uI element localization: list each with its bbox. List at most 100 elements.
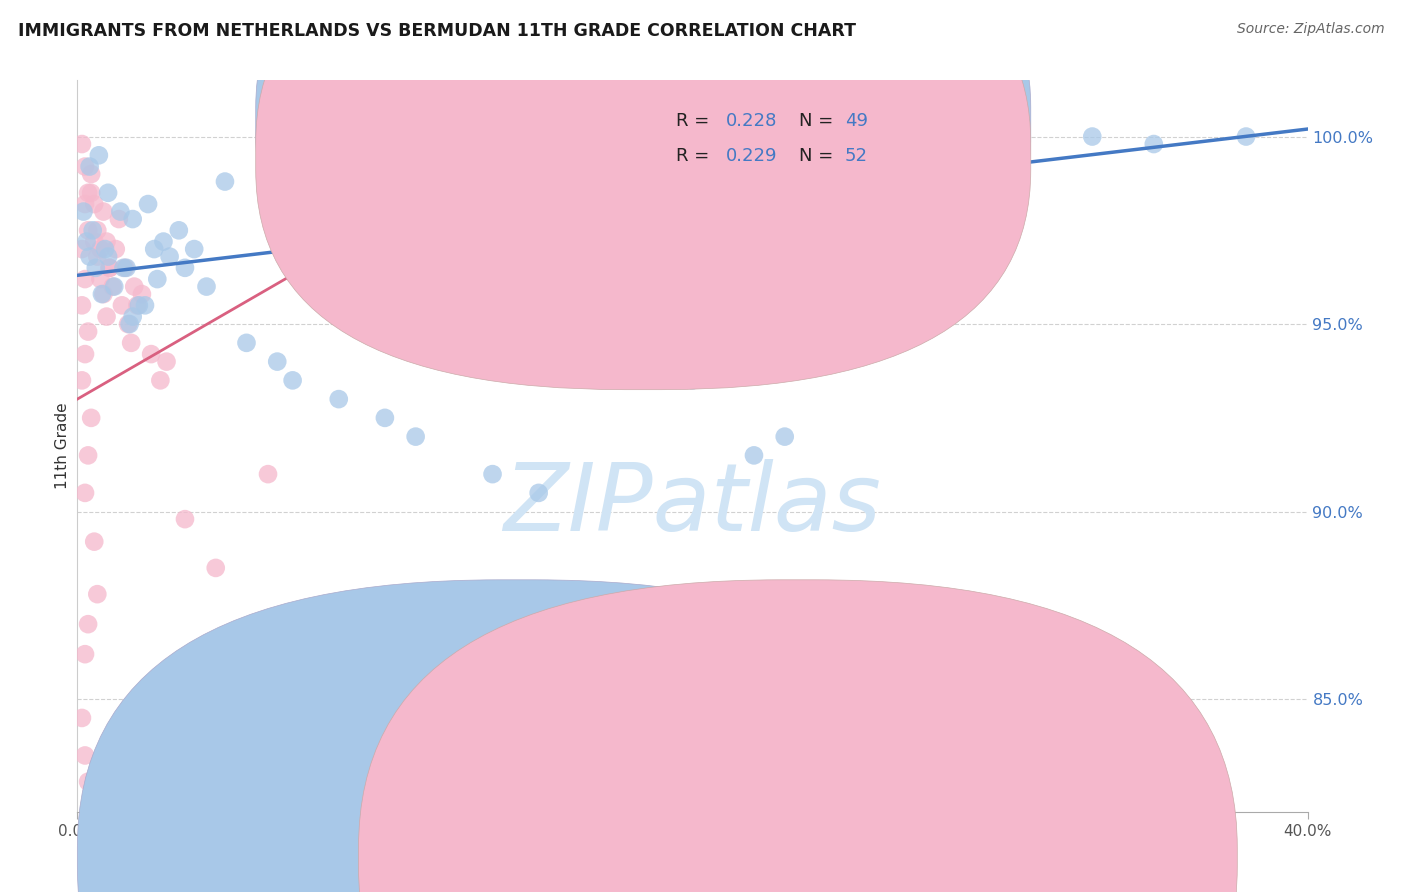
Point (70, 136, 93, 151)
Point (742, 449, 765, 463)
Point (101, 279, 124, 293)
Point (374, 410, 396, 425)
Point (527, 486, 550, 500)
Point (219, 673, 242, 688)
Point (214, 175, 236, 189)
Point (117, 317, 139, 331)
Point (651, 711, 673, 725)
Point (159, 250, 181, 264)
Point (79, 160, 101, 174)
Point (73, 160, 96, 174)
Text: R =: R = (676, 147, 716, 165)
Text: 52: 52 (845, 147, 868, 165)
Point (80, 167, 103, 181)
Point (73, 272, 96, 286)
Point (328, 392, 350, 406)
Point (174, 260, 197, 275)
Point (281, 373, 304, 387)
FancyBboxPatch shape (606, 95, 950, 183)
Point (86, 587, 108, 601)
Point (80, 410, 103, 425)
Point (118, 317, 141, 331)
Point (204, 561, 226, 575)
Point (183, 242, 205, 256)
Point (1081, 129, 1104, 144)
Point (174, 512, 197, 526)
Point (73, 486, 96, 500)
Text: N =: N = (800, 112, 839, 130)
Point (73, 347, 96, 361)
Point (97, 250, 120, 264)
Point (72, 204, 94, 219)
Point (80, 186, 103, 200)
Point (120, 335, 142, 350)
Point (77, 617, 100, 632)
Point (77, 325, 100, 339)
Point (96, 235, 118, 249)
Point (266, 354, 288, 368)
Point (104, 242, 127, 256)
Point (149, 373, 172, 387)
FancyBboxPatch shape (256, 0, 1031, 390)
Point (83, 197, 105, 211)
Point (897, 317, 920, 331)
Point (121, 212, 143, 227)
Text: 0.229: 0.229 (725, 147, 778, 165)
Point (83, 235, 105, 249)
Point (70, 373, 93, 387)
Point (141, 347, 163, 361)
Point (235, 335, 257, 350)
Point (152, 235, 174, 249)
Point (167, 223, 190, 237)
Point (988, 129, 1011, 144)
Point (114, 260, 136, 275)
FancyBboxPatch shape (256, 0, 1031, 355)
Point (77, 223, 100, 237)
Text: Immigrants from Netherlands: Immigrants from Netherlands (538, 850, 765, 864)
Point (97, 186, 120, 200)
Point (93, 204, 115, 219)
Point (136, 197, 159, 211)
Text: Source: ZipAtlas.com: Source: ZipAtlas.com (1237, 22, 1385, 37)
Point (127, 298, 149, 312)
Point (773, 429, 796, 443)
Point (94, 242, 117, 256)
Point (82, 223, 104, 237)
Point (835, 129, 858, 144)
Text: 49: 49 (845, 112, 868, 130)
Point (143, 242, 166, 256)
Text: 0.228: 0.228 (725, 112, 778, 130)
Point (77, 186, 100, 200)
Point (405, 429, 427, 443)
Point (98, 260, 121, 275)
Point (589, 692, 612, 706)
Point (1143, 136, 1166, 151)
Point (110, 204, 132, 219)
Point (83, 534, 105, 549)
Point (73, 197, 96, 211)
Y-axis label: 11th Grade: 11th Grade (55, 402, 70, 490)
Point (112, 260, 135, 275)
Point (96, 310, 118, 324)
Point (89, 272, 111, 286)
Point (481, 467, 503, 482)
Point (98, 260, 121, 275)
Point (128, 298, 150, 312)
Point (111, 298, 134, 312)
Point (93, 287, 115, 301)
Point (146, 272, 169, 286)
Point (89, 242, 111, 256)
Point (134, 298, 156, 312)
Text: R =: R = (676, 112, 716, 130)
Point (70, 242, 93, 256)
Text: Bermudans: Bermudans (820, 850, 907, 864)
Point (682, 373, 704, 387)
Point (73, 748, 96, 763)
Point (90, 287, 114, 301)
Point (70, 711, 93, 725)
Point (73, 647, 96, 661)
Text: N =: N = (800, 147, 839, 165)
Point (84, 260, 107, 275)
Text: IMMIGRANTS FROM NETHERLANDS VS BERMUDAN 11TH GRADE CORRELATION CHART: IMMIGRANTS FROM NETHERLANDS VS BERMUDAN … (18, 22, 856, 40)
Point (86, 250, 108, 264)
